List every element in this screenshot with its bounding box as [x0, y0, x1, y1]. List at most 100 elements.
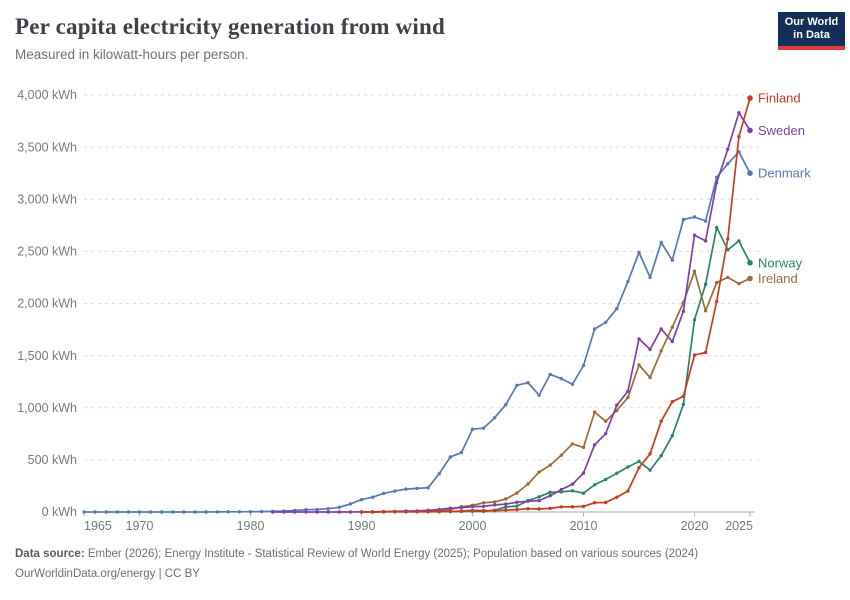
owid-energy-link[interactable]: OurWorldinData.org/energy — [15, 568, 156, 580]
data-point-ireland — [715, 280, 719, 285]
data-point-denmark — [648, 275, 652, 280]
data-point-denmark — [604, 320, 608, 324]
data-point-sweden — [337, 510, 341, 514]
data-point-sweden — [703, 239, 708, 243]
data-point-denmark — [481, 426, 486, 430]
data-point-denmark — [126, 510, 131, 514]
series-label-sweden[interactable]: Sweden — [758, 123, 805, 138]
data-point-denmark — [626, 279, 630, 284]
data-point-norway — [648, 468, 652, 472]
data-point-finland — [615, 495, 619, 499]
data-point-denmark — [115, 510, 120, 514]
data-point-finland — [715, 299, 719, 304]
data-point-norway — [670, 434, 674, 438]
series-label-norway[interactable]: Norway — [758, 255, 803, 270]
data-point-denmark — [570, 382, 575, 386]
x-axis-tick-label: 2000 — [459, 519, 487, 533]
data-point-denmark — [670, 258, 674, 262]
x-axis-tick-label: 1990 — [348, 519, 376, 533]
data-point-ireland — [559, 453, 563, 457]
data-point-finland — [692, 353, 697, 357]
data-point-denmark — [404, 487, 408, 491]
data-point-norway — [726, 248, 730, 252]
data-point-finland — [515, 507, 519, 512]
data-point-norway — [548, 490, 552, 494]
data-point-ireland — [570, 442, 575, 446]
data-point-finland — [670, 400, 674, 404]
y-axis-tick-label: 4,000 kWh — [17, 88, 77, 102]
data-point-sweden — [515, 500, 519, 504]
y-axis-tick-label: 1,000 kWh — [17, 401, 77, 415]
data-point-finland — [626, 489, 630, 493]
data-point-sweden — [659, 327, 663, 331]
data-point-ireland — [548, 463, 552, 467]
data-point-norway — [637, 459, 641, 464]
data-point-finland — [559, 505, 563, 509]
data-point-sweden — [626, 389, 630, 393]
data-point-denmark — [148, 510, 153, 514]
data-point-sweden — [681, 309, 686, 313]
data-point-ireland — [526, 482, 530, 486]
owid-logo[interactable]: Our World in Data — [778, 12, 845, 50]
data-point-sweden — [737, 111, 741, 115]
data-point-norway — [570, 489, 575, 493]
data-point-sweden — [637, 337, 641, 341]
data-point-finland — [437, 510, 441, 514]
data-point-sweden — [481, 504, 486, 509]
series-label-denmark[interactable]: Denmark — [758, 166, 811, 181]
data-point-denmark — [237, 510, 242, 514]
data-point-denmark — [82, 510, 86, 514]
data-point-denmark — [726, 162, 730, 166]
data-point-denmark — [370, 495, 375, 499]
line-ireland — [361, 270, 751, 513]
line-finland — [361, 97, 751, 513]
data-point-finland — [703, 350, 708, 355]
data-point-finland — [504, 508, 508, 512]
data-point-denmark — [526, 381, 530, 385]
data-point-sweden — [692, 233, 697, 237]
data-point-finland — [681, 394, 686, 398]
data-point-norway — [615, 471, 619, 475]
data-point-finland — [526, 507, 530, 511]
data-point-ireland — [615, 408, 619, 413]
line-sweden — [272, 111, 751, 513]
data-point-denmark — [182, 510, 186, 514]
data-point-finland — [393, 510, 397, 514]
data-point-norway — [604, 477, 608, 482]
data-source-text: Ember (2026); Energy Institute - Statist… — [84, 548, 699, 560]
data-point-denmark — [537, 393, 541, 397]
owid-logo-line1: Our World — [784, 16, 839, 28]
data-point-sweden — [448, 506, 452, 510]
data-point-ireland — [637, 363, 641, 367]
data-point-norway — [659, 454, 663, 458]
data-point-denmark — [259, 509, 264, 514]
data-source-label: Data source: — [15, 548, 85, 560]
data-point-norway — [692, 318, 697, 322]
series-label-finland[interactable]: Finland — [758, 91, 801, 106]
data-point-sweden — [504, 502, 508, 506]
data-point-ireland — [659, 349, 663, 353]
chart-plot-area[interactable]: 0 kWh 500 kWh 1,000 kWh 1,500 kWh 2,000 kWh 2… — [0, 0, 850, 540]
x-axis-tick-label: 2010 — [570, 519, 598, 533]
data-point-denmark — [348, 502, 353, 506]
x-axis-tick-label: 1970 — [126, 519, 154, 533]
data-point-norway — [715, 225, 719, 230]
data-point-sweden — [315, 510, 319, 514]
data-point-sweden — [559, 487, 563, 492]
data-point-norway — [626, 465, 630, 469]
data-point-ireland — [504, 497, 508, 501]
data-point-sweden — [271, 510, 275, 514]
data-point-sweden — [548, 494, 552, 498]
line-denmark — [84, 150, 751, 513]
series-label-ireland[interactable]: Ireland — [758, 271, 798, 286]
data-source-line: Data source: Ember (2026); Energy Instit… — [15, 544, 835, 564]
data-point-finland — [648, 452, 652, 456]
data-point-ireland — [737, 282, 741, 286]
data-point-denmark — [681, 217, 686, 222]
data-point-denmark — [515, 383, 519, 387]
data-point-denmark — [703, 219, 708, 223]
data-point-sweden — [715, 180, 719, 185]
data-point-denmark — [426, 486, 430, 490]
data-point-sweden — [726, 147, 730, 151]
data-point-ireland — [648, 375, 652, 380]
